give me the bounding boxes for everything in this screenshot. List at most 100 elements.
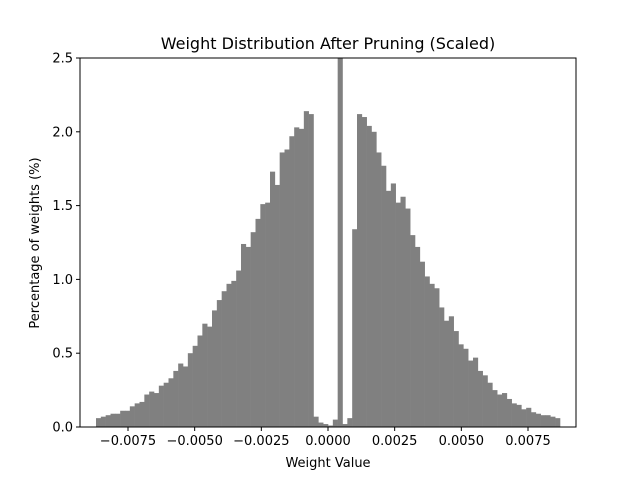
histogram-bar	[444, 320, 450, 427]
histogram-bar	[458, 344, 464, 427]
histogram-bar	[105, 415, 111, 427]
histogram-bar	[487, 382, 493, 427]
histogram-bar	[400, 196, 406, 427]
histogram-bar	[550, 416, 556, 427]
histogram-bar	[502, 393, 508, 427]
y-tick-label: 2.0	[52, 125, 73, 140]
histogram-bar	[482, 375, 488, 427]
y-tick-label: 0.5	[52, 347, 73, 362]
histogram-bar	[506, 398, 512, 427]
histogram-bar	[415, 246, 421, 427]
histogram-bar	[361, 117, 367, 427]
bars-group	[96, 58, 561, 428]
histogram-bar	[376, 152, 382, 427]
histogram-bar	[429, 283, 435, 427]
histogram-bar	[134, 403, 140, 427]
histogram-bar	[144, 394, 150, 427]
y-tick-label: 1.5	[52, 199, 73, 214]
histogram-bar	[236, 270, 242, 427]
histogram-bar	[255, 218, 261, 427]
histogram-bar	[526, 407, 532, 427]
histogram-bar	[241, 243, 247, 427]
histogram-bar	[226, 283, 232, 427]
histogram-bar	[347, 418, 353, 427]
histogram-bar	[274, 184, 280, 427]
y-tick-label: 2.5	[52, 52, 73, 67]
histogram-bar	[303, 111, 309, 427]
histogram-bar	[410, 235, 416, 427]
histogram-bar	[115, 413, 121, 427]
histogram-bar	[492, 390, 498, 427]
histogram-bar	[202, 323, 208, 427]
histogram-bar	[178, 363, 184, 427]
histogram-bar	[366, 125, 372, 428]
histogram-bar	[521, 409, 527, 427]
y-axis-label: Percentage of weights (%)	[28, 157, 43, 328]
histogram-bar	[187, 353, 193, 427]
histogram-bar	[270, 171, 276, 427]
histogram-bar	[535, 413, 541, 427]
histogram-bar	[245, 246, 251, 427]
histogram-bar	[468, 360, 474, 427]
x-axis-ticks: −0.0075 −0.0050 −0.0025 0.0000 0.0025 0.0050 0…	[100, 427, 551, 449]
histogram-bar	[120, 410, 126, 427]
histogram-bar	[207, 326, 213, 427]
histogram-bar	[352, 229, 358, 427]
histogram-bar	[386, 190, 392, 427]
histogram-bar	[531, 412, 537, 427]
histogram-bar	[168, 378, 174, 427]
histogram-bar	[192, 345, 198, 427]
histogram-bar	[250, 232, 256, 427]
histogram-bar	[323, 424, 329, 427]
x-tick-label: 0.0050	[439, 434, 485, 449]
x-tick-label: 0.0075	[505, 434, 551, 449]
histogram-bar	[110, 413, 116, 427]
histogram-bar	[357, 114, 363, 427]
histogram-bar	[463, 348, 469, 427]
y-tick-label: 1.0	[52, 273, 73, 288]
histogram-bar	[299, 128, 305, 427]
histogram-bar	[289, 136, 295, 428]
histogram-bar	[337, 58, 343, 427]
histogram-bar	[434, 288, 440, 427]
y-tick-label: 0.0	[52, 421, 73, 436]
histogram-bar	[279, 152, 285, 427]
histogram-bar	[511, 403, 517, 427]
histogram-bar	[265, 202, 271, 427]
histogram-bar	[545, 415, 551, 427]
histogram-bar	[555, 418, 561, 427]
x-tick-label: −0.0075	[100, 434, 156, 449]
histogram-bar	[497, 394, 503, 427]
histogram-bar	[516, 404, 522, 427]
histogram-bar	[405, 208, 411, 427]
histogram-bar	[294, 127, 300, 428]
x-tick-label: −0.0025	[233, 434, 289, 449]
histogram-bar	[453, 331, 459, 427]
histogram-bar	[477, 370, 483, 427]
histogram-bar	[231, 280, 237, 427]
histogram-bar	[173, 370, 179, 427]
histogram-bar	[216, 300, 222, 427]
histogram-bar	[473, 357, 479, 427]
x-tick-label: −0.0050	[166, 434, 222, 449]
histogram-bar	[284, 149, 290, 427]
histogram-bar	[221, 291, 227, 427]
histogram-bar	[313, 416, 319, 427]
histogram-bar	[419, 261, 425, 427]
histogram-bar	[163, 382, 169, 427]
histogram-bar	[448, 316, 454, 427]
x-axis-label: Weight Value	[285, 456, 370, 471]
histogram-bar	[149, 391, 155, 427]
histogram-bar	[125, 410, 131, 427]
histogram-bar	[318, 422, 324, 427]
histogram-bar	[129, 406, 135, 427]
x-tick-label: 0.0000	[305, 434, 351, 449]
y-axis-ticks: 0.0 0.5 1.0 1.5 2.0 2.5	[52, 52, 80, 436]
histogram-bar	[328, 425, 334, 427]
histogram-bar	[100, 416, 106, 427]
histogram-bar	[342, 424, 348, 427]
histogram-bar	[197, 335, 203, 427]
histogram-bar	[139, 401, 145, 427]
histogram-bar	[154, 393, 160, 427]
